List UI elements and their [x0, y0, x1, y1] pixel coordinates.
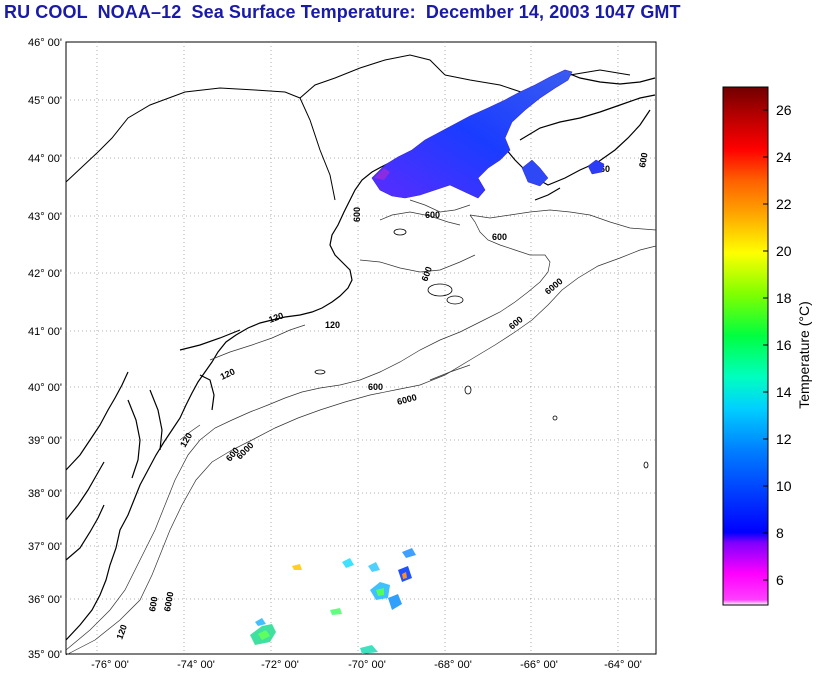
sst-data: [250, 69, 605, 654]
sst-southern-patches: [250, 548, 416, 654]
isobath-label-600f: 600: [419, 265, 434, 283]
isobath-label-600b: 600: [368, 382, 383, 392]
sst-patch-9: [292, 564, 302, 570]
lon-label-74: -74° 00': [177, 659, 215, 671]
sst-patch-6b: [402, 572, 407, 579]
sst-patch-3: [360, 645, 378, 654]
isobath-label-6000d: 6000: [162, 591, 175, 612]
isobath-label-120c: 120: [325, 320, 340, 330]
lat-label-37: 37° 00': [28, 541, 62, 553]
isobath-label-600e: 600: [425, 210, 440, 220]
lat-labels: 46° 00' 45° 00' 44° 00' 43° 00' 42° 00' …: [28, 37, 62, 661]
sst-nova-scotia: [587, 159, 605, 175]
lat-label-38: 38° 00': [28, 488, 62, 500]
lat-label-39: 39° 00': [28, 435, 62, 447]
sst-patch-10: [342, 558, 354, 568]
lat-label-43: 43° 00': [28, 211, 62, 223]
sst-gulf-of-maine: [371, 69, 573, 199]
isobath-label-600g: 600: [352, 207, 362, 222]
isobath-label-60: 60: [600, 164, 610, 174]
isobath-label-600j: 600: [147, 596, 159, 613]
lon-label-76: -76° 00': [91, 659, 129, 671]
lat-label-40: 40° 00': [28, 382, 62, 394]
lat-label-45: 45° 00': [28, 95, 62, 107]
lat-label-41: 41° 00': [28, 326, 62, 338]
lat-label-44: 44° 00': [28, 153, 62, 165]
lat-label-42: 42° 00': [28, 268, 62, 280]
sst-bay-of-fundy: [521, 159, 549, 187]
lat-label-46: 46° 00': [28, 37, 62, 49]
lon-labels: -76° 00' -74° 00' -72° 00' -70° 00' -68°…: [91, 659, 642, 671]
lon-label-72: -72° 00': [261, 659, 299, 671]
isobath-label-120b: 120: [267, 310, 285, 325]
sst-patch-11: [368, 562, 380, 572]
sst-patch-2: [255, 618, 266, 626]
sst-patch-7: [402, 548, 416, 558]
lon-label-70: -70° 00': [348, 659, 386, 671]
isobath-label-600h: 600: [637, 152, 649, 169]
lon-label-66: -66° 00': [520, 659, 558, 671]
lon-label-64: -64° 00': [604, 659, 642, 671]
isobaths: [65, 199, 657, 656]
map-title: RU COOL NOAA–12 Sea Surface Temperature:…: [4, 2, 681, 22]
sst-purple-edge: [374, 168, 390, 180]
islands: [314, 228, 649, 469]
sst-patch-8: [330, 608, 342, 615]
isobath-label-120e: 120: [114, 623, 129, 641]
lon-label-68: -68° 00': [434, 659, 472, 671]
sst-patch-1b: [258, 630, 270, 640]
isobath-label-600d: 600: [492, 232, 507, 242]
sst-patch-4b: [376, 588, 384, 596]
lat-label-36: 36° 00': [28, 594, 62, 606]
map-frame: [65, 41, 657, 655]
sst-patch-5: [388, 594, 402, 610]
lat-label-35: 35° 00': [28, 649, 62, 661]
